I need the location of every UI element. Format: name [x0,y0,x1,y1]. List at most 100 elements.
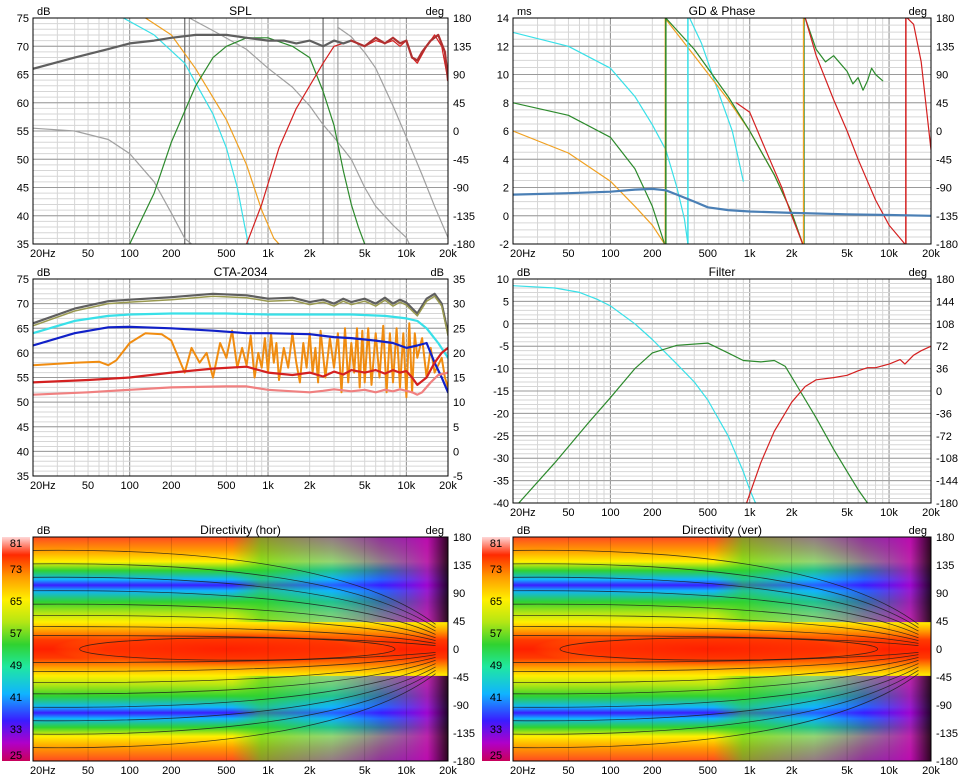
x-tick-label: 2k [304,480,316,492]
phase-trace-red [735,102,804,244]
y-tick-label: 70 [17,299,29,311]
x-tick-label: 20Hz [30,480,56,492]
y2-tick-label: -180 [453,756,475,768]
x-tick-label: 5k [841,248,853,260]
y2-tick-label: 135 [453,41,471,53]
y2-tick-label: 180 [936,13,954,25]
y2-tick-label: 90 [453,70,465,82]
series-group [33,18,448,244]
x-tick-label: 20k [922,507,940,519]
contour-line [513,603,919,695]
phase-trace-gray [188,18,410,244]
y2-tick-label: -45 [453,154,469,166]
y2-tick-label: 15 [453,373,465,385]
x-tick-label: 500 [699,248,717,260]
series-orange-trace [144,18,280,244]
y-tick-label: 65 [17,70,29,82]
series-group [33,292,448,399]
series-gray-trace [33,127,193,244]
x-tick-label: 20k [439,480,457,492]
plot-frame [512,17,932,245]
chart-title: Directivity (ver) [682,523,762,537]
y-tick-label: 5 [503,296,509,308]
x-tick-label: 5k [841,765,853,777]
color-scale-label: 73 [10,564,22,576]
x-tick-label: 50 [82,248,94,260]
heatmap [33,537,448,761]
phase-trace-cyan [513,31,689,244]
y-tick-label: 40 [17,211,29,223]
x-tick-label: 200 [643,765,661,777]
x-tick-label: 100 [121,248,139,260]
y2-tick-label: -180 [453,239,475,251]
plot-frame [512,278,932,504]
x-tick-label: 5k [359,248,371,260]
y2-tick-label: -45 [936,672,952,684]
contour-line [513,563,919,735]
color-scale-label: 25 [490,750,502,762]
y-tick-label: 40 [17,446,29,458]
y-tick-label: 10 [497,274,509,286]
series-group [513,285,931,503]
x-tick-label: 200 [162,765,180,777]
y2-tick-label: -135 [453,211,475,223]
x-tick-label: 20k [922,248,940,260]
y2-tick-label: 20 [453,348,465,360]
series-total-trace [33,292,448,335]
y-tick-label: 45 [17,422,29,434]
x-tick-label: 50 [562,765,574,777]
x-tick-label: 1k [744,248,756,260]
heatmap-hf-fade-bottom [33,675,448,761]
x-tick-label: 50 [562,507,574,519]
x-tick-label: 100 [121,480,139,492]
y2-tick-label: 135 [936,41,954,53]
y2-tick-label: -90 [453,183,469,195]
series-total-trace [33,33,353,70]
y-tick-label: 10 [497,70,509,82]
color-scale-label: 41 [10,692,22,704]
heatmap-hf-fade-top [513,537,931,623]
x-tick-label: 10k [397,248,415,260]
y-axis-unit-left: dB [37,267,50,279]
y-axis-unit-left: dB [37,6,50,18]
y2-tick-label: -45 [936,154,952,166]
series-green-trace [129,37,366,244]
y-tick-label: -25 [493,431,509,443]
x-tick-label: 200 [162,480,180,492]
y2-tick-label: 45 [453,616,465,628]
x-tick-label: 5k [359,480,371,492]
x-tick-label: 500 [217,248,235,260]
y2-tick-label: 180 [453,13,471,25]
y-axis-unit-right: deg [426,6,444,18]
y-tick-label: 8 [503,98,509,110]
series-blue-trace [33,325,448,394]
contour-line [513,614,919,684]
y2-tick-label: 0 [453,446,459,458]
y-tick-label: 45 [17,183,29,195]
color-scale-label: 73 [490,564,502,576]
y-tick-label: 75 [17,13,29,25]
y2-tick-label: -90 [453,700,469,712]
phase-trace-green [513,102,666,244]
color-scale-bar [482,537,510,761]
y2-tick-label: -90 [936,700,952,712]
chart-title: Directivity (hor) [200,523,281,537]
x-tick-label: 10k [397,765,415,777]
y2-tick-label: -72 [936,431,952,443]
x-tick-label: 10k [880,507,898,519]
phase-trace-red [804,18,906,244]
x-tick-label: 20Hz [510,248,536,260]
chart-title: Filter [709,265,736,279]
color-scale-label: 57 [490,628,502,640]
contour-line [79,637,396,661]
x-tick-label: 500 [217,765,235,777]
contour-line [33,603,436,695]
y2-tick-label: 144 [936,296,954,308]
y2-tick-label: -180 [936,239,958,251]
y-axis-unit-right: deg [909,6,927,18]
y2-tick-label: 45 [936,616,948,628]
y-tick-label: 6 [503,126,509,138]
x-tick-label: 5k [841,507,853,519]
